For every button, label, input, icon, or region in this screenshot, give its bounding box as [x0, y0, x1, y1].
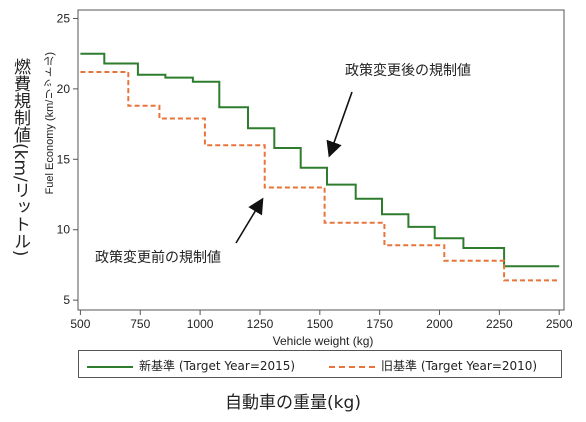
annotation-arrow-after	[326, 91, 353, 158]
legend-swatch-new	[87, 365, 133, 368]
y-tick-label: 10	[57, 223, 71, 237]
legend-swatch-old	[329, 365, 375, 368]
y-axis-label-en: Fuel Economy (km/リットル)	[44, 52, 56, 195]
legend-item-new: 新基準 (Target Year=2015)	[87, 357, 295, 374]
y-tick-label: 15	[57, 152, 71, 166]
series-line-new-standard	[80, 52, 560, 268]
legend-item-old: 旧基準 (Target Year=2010)	[329, 357, 537, 374]
plot-area: 500 750 1000 1250 1500 1750 2000 2250 2500 5 10 15 2…	[57, 9, 573, 348]
bottom-title: 自動車の重量(kg)	[225, 393, 361, 413]
x-tick-label: 1500	[306, 317, 333, 331]
y-tick-label: 20	[57, 82, 71, 96]
x-tick-label: 2000	[426, 317, 453, 331]
x-tick-label: 1000	[187, 317, 214, 331]
x-axis-label: Vehicle weight (kg)	[273, 334, 374, 348]
x-tick-label: 2500	[546, 317, 573, 331]
legend-label-new: 新基準 (Target Year=2015)	[139, 359, 296, 373]
series-line-old-standard	[80, 71, 560, 282]
y-tick-label: 25	[57, 11, 71, 25]
x-tick-label: 500	[70, 317, 90, 331]
x-tick-label: 2250	[486, 317, 513, 331]
annotation-after-policy: 政策変更後の規制値	[345, 62, 471, 79]
x-tick-label: 1750	[366, 317, 393, 331]
legend-label-old: 旧基準 (Target Year=2010)	[381, 359, 538, 373]
legend: 新基準 (Target Year=2015) 旧基準 (Target Year=…	[78, 350, 562, 378]
y-axis-label-jp: 燃費規制値(km/リットル)	[10, 58, 30, 257]
x-tick-label: 750	[130, 317, 150, 331]
annotation-before-policy: 政策変更前の規制値	[95, 249, 221, 266]
annotation-arrow-before	[235, 197, 264, 244]
y-tick-label: 5	[63, 293, 70, 307]
x-tick-label: 1250	[247, 317, 274, 331]
plot-frame	[77, 9, 565, 311]
